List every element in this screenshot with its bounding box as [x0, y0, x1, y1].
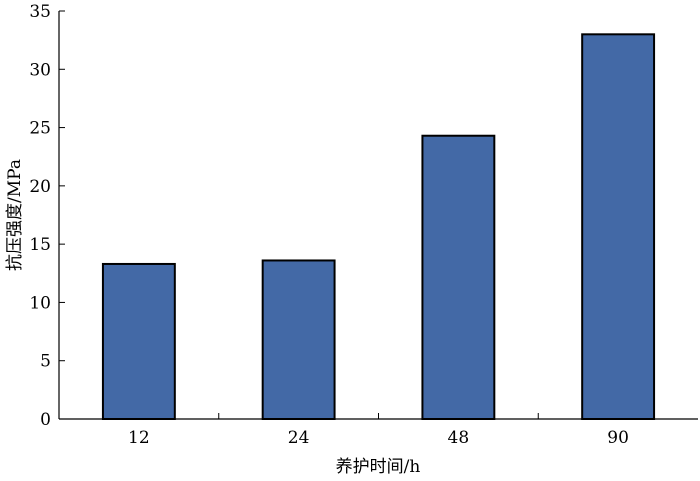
x-tick-label: 48 — [448, 428, 470, 448]
y-tick-label: 5 — [40, 352, 51, 372]
bar-48 — [421, 134, 496, 421]
y-tick-label: 25 — [29, 119, 51, 139]
y-axis-ticks: 0 5 10 15 20 25 30 35 — [29, 2, 65, 430]
bar-24 — [261, 259, 336, 420]
y-tick-label: 20 — [29, 177, 51, 197]
y-tick-label: 0 — [40, 410, 51, 430]
bar-12 — [101, 262, 176, 420]
x-tick-label: 12 — [128, 428, 150, 448]
y-tick-label: 35 — [29, 2, 51, 22]
bars — [101, 33, 656, 421]
y-tick-label: 10 — [29, 293, 51, 313]
x-axis-ticks: 12 24 48 90 — [128, 413, 629, 448]
bar-90 — [581, 33, 656, 420]
y-tick-label: 15 — [29, 235, 51, 255]
y-axis-title: 抗压强度/MPa — [5, 159, 25, 271]
y-tick-label: 30 — [29, 60, 51, 80]
x-tick-label: 24 — [288, 428, 310, 448]
x-tick-label: 90 — [607, 428, 629, 448]
x-axis-title: 养护时间/h — [336, 457, 421, 477]
